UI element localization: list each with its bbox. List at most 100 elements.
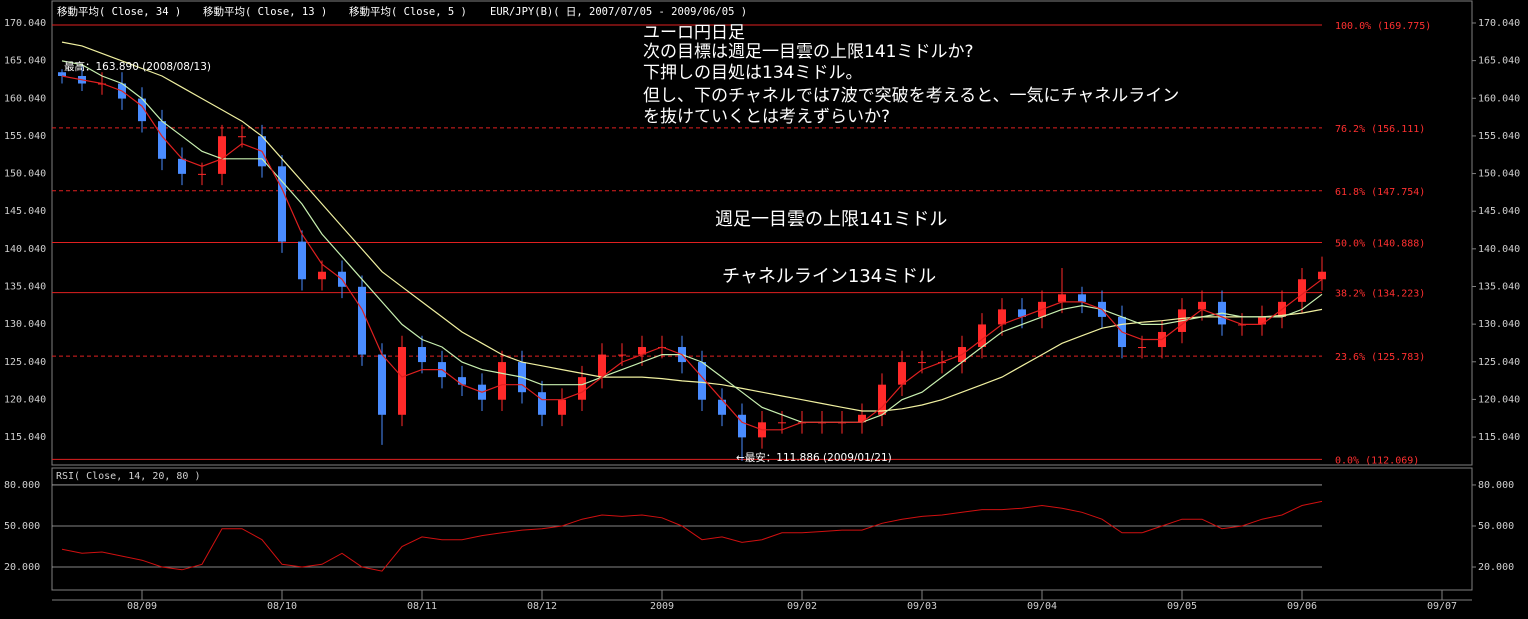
x-tick-label: 08/10 <box>267 601 297 612</box>
y-tick-label: 155.040 <box>4 131 46 142</box>
candle-body <box>498 362 506 400</box>
x-tick-label: 08/09 <box>127 601 157 612</box>
x-tick-label: 09/02 <box>787 601 817 612</box>
candle-body <box>898 362 906 385</box>
candle-body <box>738 414 746 438</box>
candle-body <box>458 377 466 385</box>
y-tick-label: 150.040 <box>1478 169 1520 180</box>
price-panel <box>51 0 1473 466</box>
candle-body <box>1298 279 1306 302</box>
y-tick-label: 115.040 <box>4 432 46 443</box>
level-label: 23.6% (125.783) <box>1335 352 1425 363</box>
legend-entry: 移動平均( Close, 34 ) <box>57 5 181 18</box>
x-tick-label: 08/12 <box>527 601 557 612</box>
y-tick-label: 165.040 <box>1478 56 1520 67</box>
annotation: 但し、下のチャネルでは7波で突破を考えると、一気にチャネルライン <box>643 86 1179 106</box>
x-tick-label: 09/07 <box>1427 601 1457 612</box>
y-tick-label: 170.040 <box>1478 18 1520 29</box>
candle-body <box>298 241 306 280</box>
y-tick-label: 125.040 <box>1478 357 1520 368</box>
annotation: 週足一目雲の上限141ミドル <box>715 209 947 230</box>
candle-body <box>538 392 546 415</box>
candle-body <box>878 384 886 415</box>
y-tick-label: 50.000 <box>4 521 40 532</box>
y-tick-label: 130.040 <box>4 319 46 330</box>
x-tick-label: 09/03 <box>907 601 937 612</box>
annotation: ←最安：111.886 (2009/01/21) <box>736 451 892 464</box>
annotation: を抜けていくとは考えずらいか? <box>643 107 890 127</box>
subtitle: EUR/JPY(B)( 日, 2007/07/05 - 2009/06/05 ) <box>490 6 747 18</box>
y-tick-label: 155.040 <box>1478 131 1520 142</box>
y-tick-label: 50.000 <box>1478 521 1514 532</box>
x-tick-label: 09/05 <box>1167 601 1197 612</box>
candle-body <box>1018 309 1026 317</box>
level-label: 76.2% (156.111) <box>1335 124 1425 135</box>
candle-body <box>618 354 626 356</box>
annotation: 下押しの目処は134ミドル。 <box>643 63 862 83</box>
candle-body <box>558 399 566 415</box>
y-tick-label: 150.040 <box>4 169 46 180</box>
candle-body <box>218 136 226 174</box>
x-tick-label: 09/06 <box>1287 601 1317 612</box>
level-label: 100.0% (169.775) <box>1335 21 1431 32</box>
candle-body <box>1318 271 1326 280</box>
y-tick-label: 160.040 <box>4 93 46 104</box>
x-tick-label: 08/11 <box>407 601 437 612</box>
candle-body <box>718 399 726 415</box>
candle-body <box>178 158 186 174</box>
candle-body <box>1078 294 1086 302</box>
rsi-panel <box>51 467 1473 591</box>
level-label: 50.0% (140.888) <box>1335 238 1425 249</box>
candle-body <box>918 362 926 364</box>
candle-body <box>398 347 406 415</box>
rsi-title: RSI( Close, 14, 20, 80 ) <box>56 471 201 482</box>
candle-body <box>598 354 606 378</box>
candle-body <box>58 72 66 76</box>
y-tick-label: 125.040 <box>4 357 46 368</box>
annotation: 最高：163.890 (2008/08/13) <box>64 60 211 73</box>
candle-body <box>978 324 986 348</box>
candle-body <box>578 377 586 400</box>
level-label: 38.2% (134.223) <box>1335 289 1425 300</box>
y-tick-label: 80.000 <box>4 480 40 491</box>
y-tick-label: 115.040 <box>1478 432 1520 443</box>
candle-body <box>1058 294 1066 302</box>
y-tick-label: 140.040 <box>1478 244 1520 255</box>
candle-body <box>198 173 206 175</box>
candle-body <box>418 347 426 363</box>
ma-line <box>61 75 1323 431</box>
level-label: 61.8% (147.754) <box>1335 187 1425 198</box>
candle-body <box>1258 316 1266 325</box>
y-tick-label: 170.040 <box>4 18 46 29</box>
rsi-line <box>61 500 1323 572</box>
x-tick-label: 09/04 <box>1027 601 1057 612</box>
candle-body <box>158 121 166 159</box>
candle-body <box>1198 301 1206 310</box>
x-tick-label: 2009 <box>650 601 674 612</box>
y-tick-label: 80.000 <box>1478 480 1514 491</box>
candle-body <box>858 414 866 423</box>
y-tick-label: 135.040 <box>4 281 46 292</box>
legend-entry: 移動平均( Close, 13 ) <box>203 5 327 18</box>
y-tick-label: 160.040 <box>1478 93 1520 104</box>
candle-body <box>278 166 286 242</box>
candle-body <box>998 309 1006 325</box>
candle-body <box>638 347 646 355</box>
y-tick-label: 135.040 <box>1478 281 1520 292</box>
y-tick-label: 130.040 <box>1478 319 1520 330</box>
legend-entry: 移動平均( Close, 5 ) <box>349 5 467 18</box>
candle-body <box>378 354 386 415</box>
y-tick-label: 120.040 <box>4 394 46 405</box>
y-tick-label: 165.040 <box>4 56 46 67</box>
candle-body <box>1138 347 1146 349</box>
annotation: チャネルライン134ミドル <box>722 266 936 287</box>
y-tick-label: 145.040 <box>1478 206 1520 217</box>
level-label: 0.0% (112.069) <box>1335 455 1419 466</box>
y-tick-label: 145.040 <box>4 206 46 217</box>
annotation: 次の目標は週足一目雲の上限141ミドルか? <box>643 42 973 62</box>
candle-body <box>698 362 706 400</box>
candle-body <box>358 286 366 355</box>
y-tick-label: 20.000 <box>1478 562 1514 573</box>
candle-body <box>238 136 246 138</box>
